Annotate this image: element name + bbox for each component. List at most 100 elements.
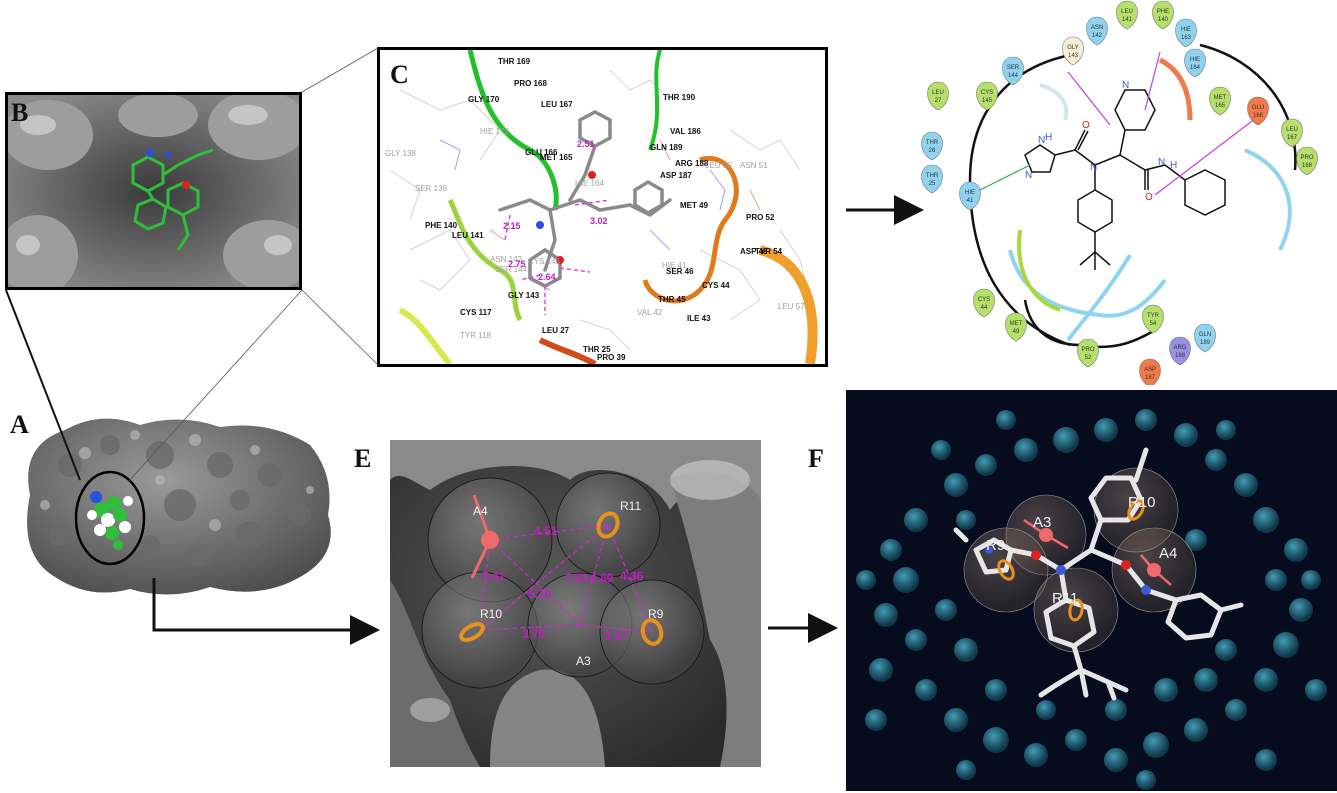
excluded-volume-sphere — [1143, 732, 1169, 758]
residue-number-d: 188 — [1175, 353, 1186, 359]
excluded-volume-sphere — [935, 599, 957, 621]
feature-labels-e: A4 R11 R10 A3 R9 — [473, 499, 664, 668]
feature-label-e: A4 — [473, 504, 488, 518]
residue-node-d: THR 2626THR — [921, 131, 943, 161]
distance-labels-c: 2.75 2.51 2.15 3.02 2.64 — [503, 139, 608, 282]
distance-label-c: 2.51 — [577, 139, 595, 149]
excluded-volume-sphere — [1094, 418, 1118, 442]
distance-label-e: 3.17 — [604, 629, 628, 643]
residue-label-c: CYS 145 — [528, 257, 561, 266]
excluded-volume-sphere — [975, 454, 997, 476]
ligand-sticks — [131, 148, 214, 251]
residue-node-d: HIE 163163HIE — [1175, 18, 1197, 48]
residue-node-d: HIE 4141HIE — [959, 181, 981, 211]
excluded-volume-sphere — [956, 760, 976, 780]
residue-code-d: ASP — [1144, 367, 1156, 373]
residue-number-d: 27 — [935, 98, 942, 104]
residue-code-d: GLY — [1067, 45, 1079, 51]
residue-label-c: ARG 188 — [675, 159, 709, 168]
atom-label-d: N — [1025, 170, 1032, 181]
feature-labels-f: R10 A3 R9 A4 R11 — [986, 494, 1177, 607]
residue-node-d: MET 165165MET — [1209, 86, 1231, 116]
residue-code-d: PRO — [1300, 155, 1313, 161]
residue-number-d: 41 — [967, 198, 974, 204]
residue-code-d: ARG — [1173, 345, 1186, 351]
excluded-volume-sphere — [1225, 699, 1247, 721]
excluded-volume-sphere — [1053, 427, 1079, 453]
atom-label-d: O — [1145, 192, 1153, 203]
residue-label-c: SER 144 — [495, 265, 528, 274]
distance-label-e: 5.41 — [482, 569, 506, 583]
excluded-volume-sphere — [985, 679, 1007, 701]
residue-node-d: LEU 167167LEU — [1281, 118, 1303, 148]
residue-label-c: ASN 51 — [740, 161, 768, 170]
residue-node-d: CYS 145145CYS — [976, 81, 998, 111]
residue-number-d: 164 — [1190, 65, 1201, 71]
distance-labels-e: 4.51 5.41 5.10 7.03 4.89 4.36 3.70 3.17 — [482, 524, 644, 643]
excluded-volume-sphere — [1265, 569, 1287, 591]
residue-code-d: TYR — [1147, 313, 1160, 319]
residue-code-d: LEU — [1286, 127, 1298, 133]
residue-label-c: THR 25 — [583, 345, 611, 354]
residue-number-d: 166 — [1253, 113, 1264, 119]
ligand-spheres — [87, 491, 133, 550]
excluded-volume-sphere — [1216, 420, 1236, 440]
residue-label-c: LEU 27 — [542, 326, 570, 335]
excluded-volume-sphere — [865, 709, 887, 731]
residue-number-d: 165 — [1215, 103, 1226, 109]
excluded-volume-sphere — [996, 410, 1016, 430]
excluded-volume-sphere — [905, 629, 927, 651]
atom-label-d: N — [1122, 80, 1129, 91]
excluded-volume-sphere — [1014, 438, 1038, 462]
residue-label-c: GLY 138 — [385, 149, 416, 158]
residue-code-d: THR — [926, 173, 939, 179]
residue-label-c: PHE 140 — [425, 221, 458, 230]
residue-number-d: 44 — [981, 305, 988, 311]
residue-label-c: VAL 42 — [637, 308, 663, 317]
panel-label-b: B — [11, 98, 29, 127]
residue-number-d: 49 — [1013, 329, 1020, 335]
excluded-volume-sphere — [1036, 700, 1056, 720]
residue-number-d: 142 — [1092, 33, 1103, 39]
excluded-volume-sphere — [1184, 718, 1208, 742]
residue-label-c: VAL 186 — [670, 127, 701, 136]
residue-label-c: GLY 143 — [508, 291, 540, 300]
excluded-volume-sphere — [954, 638, 978, 662]
residue-label-c: LEU 50 — [705, 161, 732, 170]
residue-number-d: 187 — [1145, 375, 1156, 381]
excluded-volume-sphere — [869, 658, 893, 682]
panel-label-e: E — [354, 444, 372, 473]
residue-label-c: LEU 167 — [541, 100, 573, 109]
feature-label-f: R10 — [1128, 494, 1156, 511]
residue-node-d: PHE 140140PHE — [1152, 0, 1174, 30]
excluded-volume-sphere — [1301, 570, 1321, 590]
residue-code-d: LEU — [932, 90, 944, 96]
excluded-volume-sphere — [1215, 639, 1237, 661]
panel-label-c: C — [390, 60, 409, 89]
residue-code-d: HIE — [1181, 27, 1191, 33]
residue-label-c: PRO 52 — [746, 213, 775, 222]
residue-code-d: LEU — [1121, 9, 1133, 15]
residue-label-c: HIE 164 — [575, 179, 604, 188]
residue-code-d: MET — [1214, 95, 1227, 101]
excluded-volume-sphere — [1234, 473, 1258, 497]
residue-code-d: THR — [926, 140, 939, 146]
residue-number-d: 144 — [1008, 73, 1019, 79]
residue-node-d: CYS 4444CYS — [973, 288, 995, 318]
atom-label-d: N — [1090, 162, 1097, 173]
residue-number-d: 163 — [1181, 35, 1192, 41]
residue-number-d: 25 — [929, 181, 936, 187]
residue-node-d: LEU 141141LEU — [1116, 0, 1138, 30]
excluded-volume-sphere — [874, 603, 898, 627]
residue-number-d: 168 — [1302, 163, 1313, 169]
residue-node-d: ASP 187187ASP — [1139, 358, 1161, 385]
excluded-volume-sphere — [1154, 678, 1178, 702]
residue-label-c: THR 190 — [663, 93, 696, 102]
atom-label-d: N — [1038, 135, 1045, 146]
residue-label-c: HIE 41 — [662, 261, 687, 270]
panel-a-protein-surface — [10, 405, 340, 605]
feature-label-f: R11 — [1052, 590, 1078, 607]
excluded-volume-sphere — [1255, 749, 1277, 771]
excluded-volume-sphere — [1024, 743, 1048, 767]
residue-label-c: GLN 189 — [650, 143, 683, 152]
